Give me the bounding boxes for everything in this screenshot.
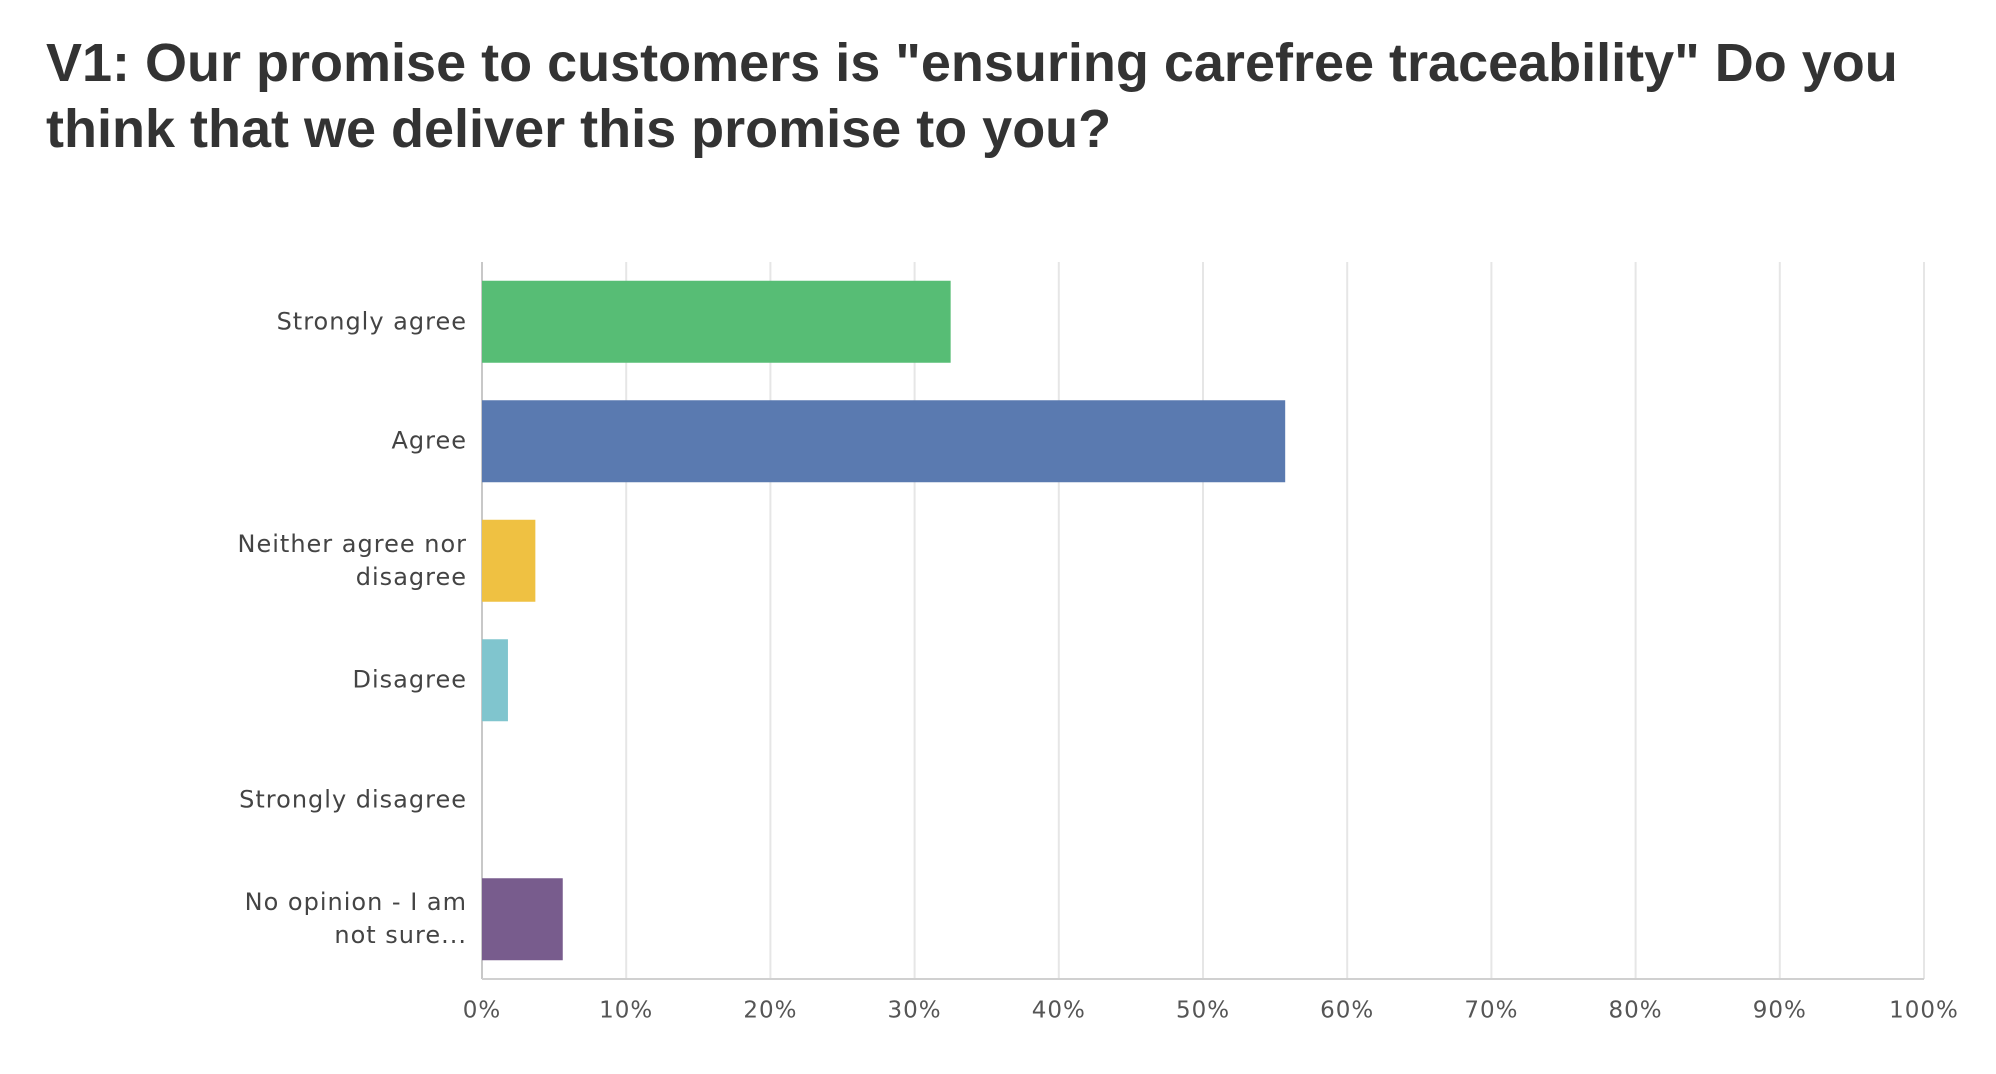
chart-title: V1: Our promise to customers is "ensurin… [46, 33, 1898, 159]
x-tick-label: 20% [743, 998, 797, 1024]
bar [482, 400, 1286, 483]
x-tick-label: 80% [1609, 998, 1663, 1024]
bar [482, 639, 508, 722]
x-tick-label: 70% [1464, 998, 1518, 1024]
y-tick-label: No opinion - I am not sure... [244, 888, 467, 950]
x-tick-label: 60% [1320, 998, 1374, 1024]
x-tick-label: 10% [599, 998, 653, 1024]
bar [482, 519, 536, 602]
x-tick-label: 40% [1032, 998, 1086, 1024]
x-tick-label: 30% [888, 998, 942, 1024]
x-tick-label: 100% [1889, 998, 1959, 1024]
x-tick-label: 0% [463, 998, 502, 1024]
x-tick-label: 50% [1176, 998, 1230, 1024]
y-tick-label: Disagree [352, 665, 467, 694]
y-tick-label: Strongly agree [276, 307, 467, 336]
x-tick-label: 90% [1753, 998, 1807, 1024]
bar [482, 280, 951, 363]
y-tick-label: Agree [391, 426, 467, 455]
y-tick-label: Neither agree nor disagree [237, 529, 467, 591]
bar [482, 878, 563, 961]
y-tick-label: Strongly disagree [239, 785, 467, 814]
